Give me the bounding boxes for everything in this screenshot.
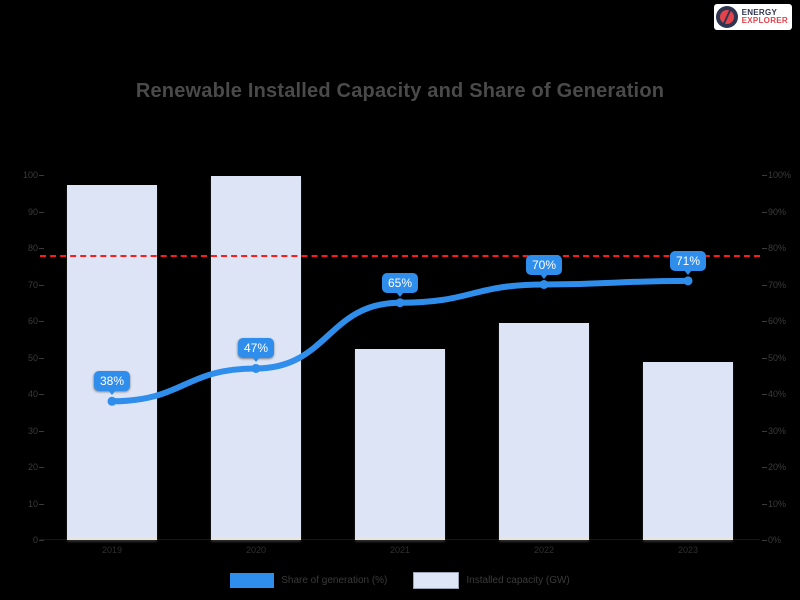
legend-line-swatch [230, 573, 275, 588]
axis-tick-mark [762, 394, 767, 395]
left-axis-tick: 90 [0, 207, 44, 217]
right-axis-tick: 40% [762, 389, 800, 399]
right-axis-tick: 100% [762, 170, 800, 180]
x-axis-tick-label: 2022 [533, 545, 555, 555]
bar [643, 361, 733, 540]
axis-tick-mark [39, 394, 44, 395]
x-axis-tick-label: 2023 [677, 545, 699, 555]
right-axis-tick: 70% [762, 280, 800, 290]
axis-tick-mark [762, 211, 767, 213]
axis-tick-mark [39, 357, 44, 359]
axis-tick-mark [762, 357, 767, 359]
axis-tick-mark [762, 175, 767, 176]
axis-tick-mark [762, 503, 767, 505]
axis-tick-mark [39, 430, 44, 432]
axis-tick-mark [762, 321, 767, 322]
line-point [539, 280, 549, 289]
brand-logo-line1: ENERGY [741, 8, 778, 17]
axis-tick-mark [762, 248, 767, 249]
left-axis-tick: 100 [0, 170, 44, 180]
line-point [683, 276, 693, 286]
data-label: 47% [237, 338, 275, 363]
legend-label: Installed capacity (GW) [466, 575, 570, 586]
left-axis-tick: 50 [0, 353, 44, 363]
left-axis-tick: 30 [0, 426, 44, 436]
left-axis-tick: 0 [0, 535, 44, 545]
right-axis-tick: 0% [762, 535, 800, 545]
data-label: 38% [93, 371, 131, 396]
right-axis-tick: 90% [762, 207, 800, 217]
left-axis-tick: 80 [0, 243, 44, 253]
legend-item[interactable]: Installed capacity (GW) [413, 572, 570, 589]
axis-tick-mark [39, 503, 44, 505]
x-axis-labels: 2019 2020 2021 2022 2023 [40, 545, 760, 561]
bar [499, 323, 589, 540]
right-axis-tick: 80% [762, 243, 800, 253]
axis-tick-mark [762, 430, 767, 432]
line-point [107, 396, 117, 406]
axis-tick-mark [39, 175, 44, 176]
legend-item[interactable]: Share of generation (%) [230, 573, 387, 588]
line-path [109, 277, 691, 405]
data-label: 70% [525, 254, 563, 279]
axis-tick-mark [39, 248, 44, 249]
chart-legend: Share of generation (%) Installed capacit… [0, 572, 800, 589]
globe-emblem-icon [715, 6, 738, 28]
x-axis-tick-label: 2019 [101, 545, 123, 555]
target-threshold-line [40, 255, 760, 258]
left-axis-tick: 40 [0, 389, 44, 399]
data-label: 71% [669, 250, 707, 275]
axis-tick-mark [762, 284, 767, 286]
axis-tick-mark [39, 211, 44, 213]
left-axis-tick: 70 [0, 280, 44, 290]
right-axis-tick: 30% [762, 426, 800, 436]
axis-tick-mark [39, 467, 44, 468]
legend-label: Share of generation (%) [281, 575, 388, 586]
legend-bar-swatch [413, 572, 460, 589]
brand-logo-line2: EXPLORER [741, 16, 788, 25]
x-axis-tick-label: 2021 [389, 545, 411, 555]
left-y-axis: 100 90 80 70 60 50 40 30 20 10 0 [0, 170, 44, 545]
right-axis-tick: 50% [762, 353, 800, 363]
axis-tick-mark [39, 321, 44, 322]
line-point [251, 363, 261, 373]
left-axis-tick: 20 [0, 462, 44, 472]
bar [355, 349, 445, 540]
right-axis-tick: 60% [762, 316, 800, 326]
axis-tick-mark [762, 467, 767, 468]
plot-area: 38% 47% 65% 70% 71% [40, 175, 760, 540]
right-y-axis: 100% 90% 80% 70% 60% 50% 40% 30% 20% 10% 0% [762, 170, 800, 545]
left-axis-tick: 10 [0, 499, 44, 509]
bar [67, 184, 157, 540]
line-series [107, 276, 693, 406]
brand-logo-text: ENERGY EXPLORER [742, 9, 788, 25]
axis-tick-mark [39, 540, 44, 541]
brand-logo: ENERGY EXPLORER [713, 4, 792, 30]
x-axis-tick-label: 2020 [245, 545, 267, 555]
data-label: 65% [381, 272, 419, 297]
axis-tick-mark [762, 540, 767, 541]
chart-title: Renewable Installed Capacity and Share o… [135, 80, 665, 102]
right-axis-tick: 20% [762, 462, 800, 472]
line-point [395, 298, 405, 308]
right-axis-tick: 10% [762, 499, 800, 509]
left-axis-tick: 60 [0, 316, 44, 326]
axis-tick-mark [39, 284, 44, 286]
